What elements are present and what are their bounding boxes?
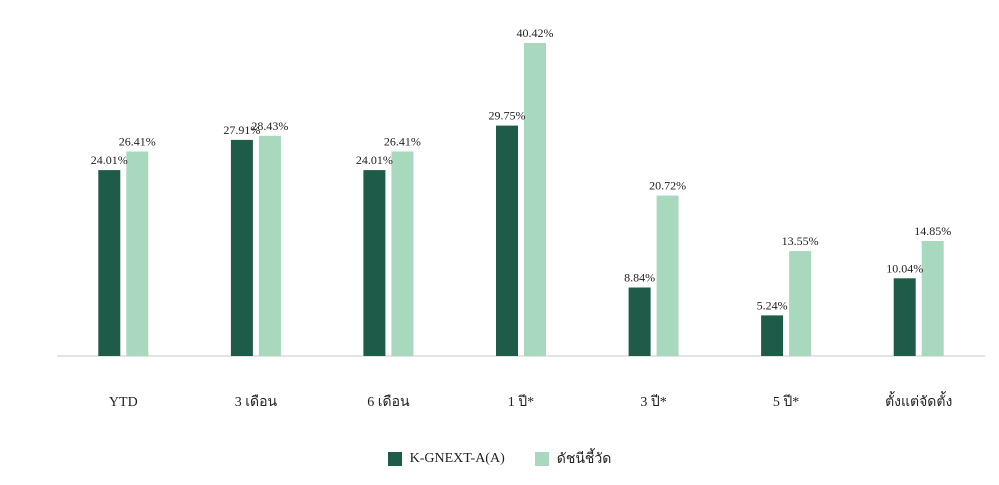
legend-item-benchmark: ดัชนีชี้วัด xyxy=(534,448,612,470)
data-label-s2-5: 20.72% xyxy=(649,179,686,193)
bar-s2-4 xyxy=(524,43,546,356)
bar-s1-6 xyxy=(761,315,784,356)
bar-s1-7 xyxy=(893,278,916,356)
x-tick-label-5: 3 ปี* xyxy=(640,394,666,410)
bar-s1-2 xyxy=(230,139,253,356)
data-label-s2-3: 26.41% xyxy=(384,135,421,149)
data-label-s2-2: 28.43% xyxy=(251,119,288,133)
data-label-s1-3: 24.01% xyxy=(356,153,393,167)
x-tick-label-4: 1 ปี* xyxy=(508,394,534,410)
bar-s1-4 xyxy=(496,125,518,356)
bar-s2-5 xyxy=(656,195,679,356)
bars-group xyxy=(98,43,944,356)
legend-swatch-fund xyxy=(387,452,402,466)
legend: K-GNEXT-A(A) ดัชนีชี้วัด xyxy=(0,448,999,470)
data-label-s1-4: 29.75% xyxy=(489,109,526,123)
legend-swatch-benchmark xyxy=(534,452,549,466)
x-tick-label-2: 3 เดือน xyxy=(235,394,278,410)
data-labels-group: 24.01% 26.41% 27.91%28.43% 24.01% 26.41% 29.7… xyxy=(91,26,951,312)
bar-s2-2 xyxy=(258,135,281,356)
bar-s1-1 xyxy=(98,170,121,356)
x-tick-label-7: ตั้งแต่จัดตั้ง xyxy=(885,391,952,410)
data-label-s2-4: 40.42% xyxy=(517,26,554,40)
bar-s2-7 xyxy=(921,241,944,356)
x-tick-labels-group: YTD 3 เดือน 6 เดือน 1 ปี* 3 ปี* 5 ปี* ตั้งแต่จ… xyxy=(109,391,952,410)
data-label-s1-6: 5.24% xyxy=(757,298,788,312)
bar-s1-5 xyxy=(628,287,651,356)
bar-s2-3 xyxy=(391,151,414,356)
x-tick-label-3: 6 เดือน xyxy=(367,394,410,410)
data-label-s2-7: 14.85% xyxy=(914,224,951,238)
data-label-s1-2: 27.91% xyxy=(223,123,260,137)
bar-s1-3 xyxy=(363,170,386,356)
legend-item-fund: K-GNEXT-A(A) xyxy=(387,451,505,467)
x-tick-label-1: YTD xyxy=(109,395,138,410)
data-label-s2-6: 13.55% xyxy=(782,234,819,248)
legend-label-benchmark: ดัชนีชี้วัด xyxy=(556,452,612,467)
data-label-s2-1: 26.41% xyxy=(119,135,156,149)
bar-s2-1 xyxy=(126,151,149,356)
bar-s2-6 xyxy=(789,251,812,356)
data-label-s1-5: 8.84% xyxy=(624,271,655,285)
data-label-s1-7: 10.04% xyxy=(886,261,923,275)
x-tick-label-6: 5 ปี* xyxy=(773,394,799,410)
data-label-s1-1: 24.01% xyxy=(91,153,128,167)
legend-label-fund: K-GNEXT-A(A) xyxy=(409,451,505,466)
